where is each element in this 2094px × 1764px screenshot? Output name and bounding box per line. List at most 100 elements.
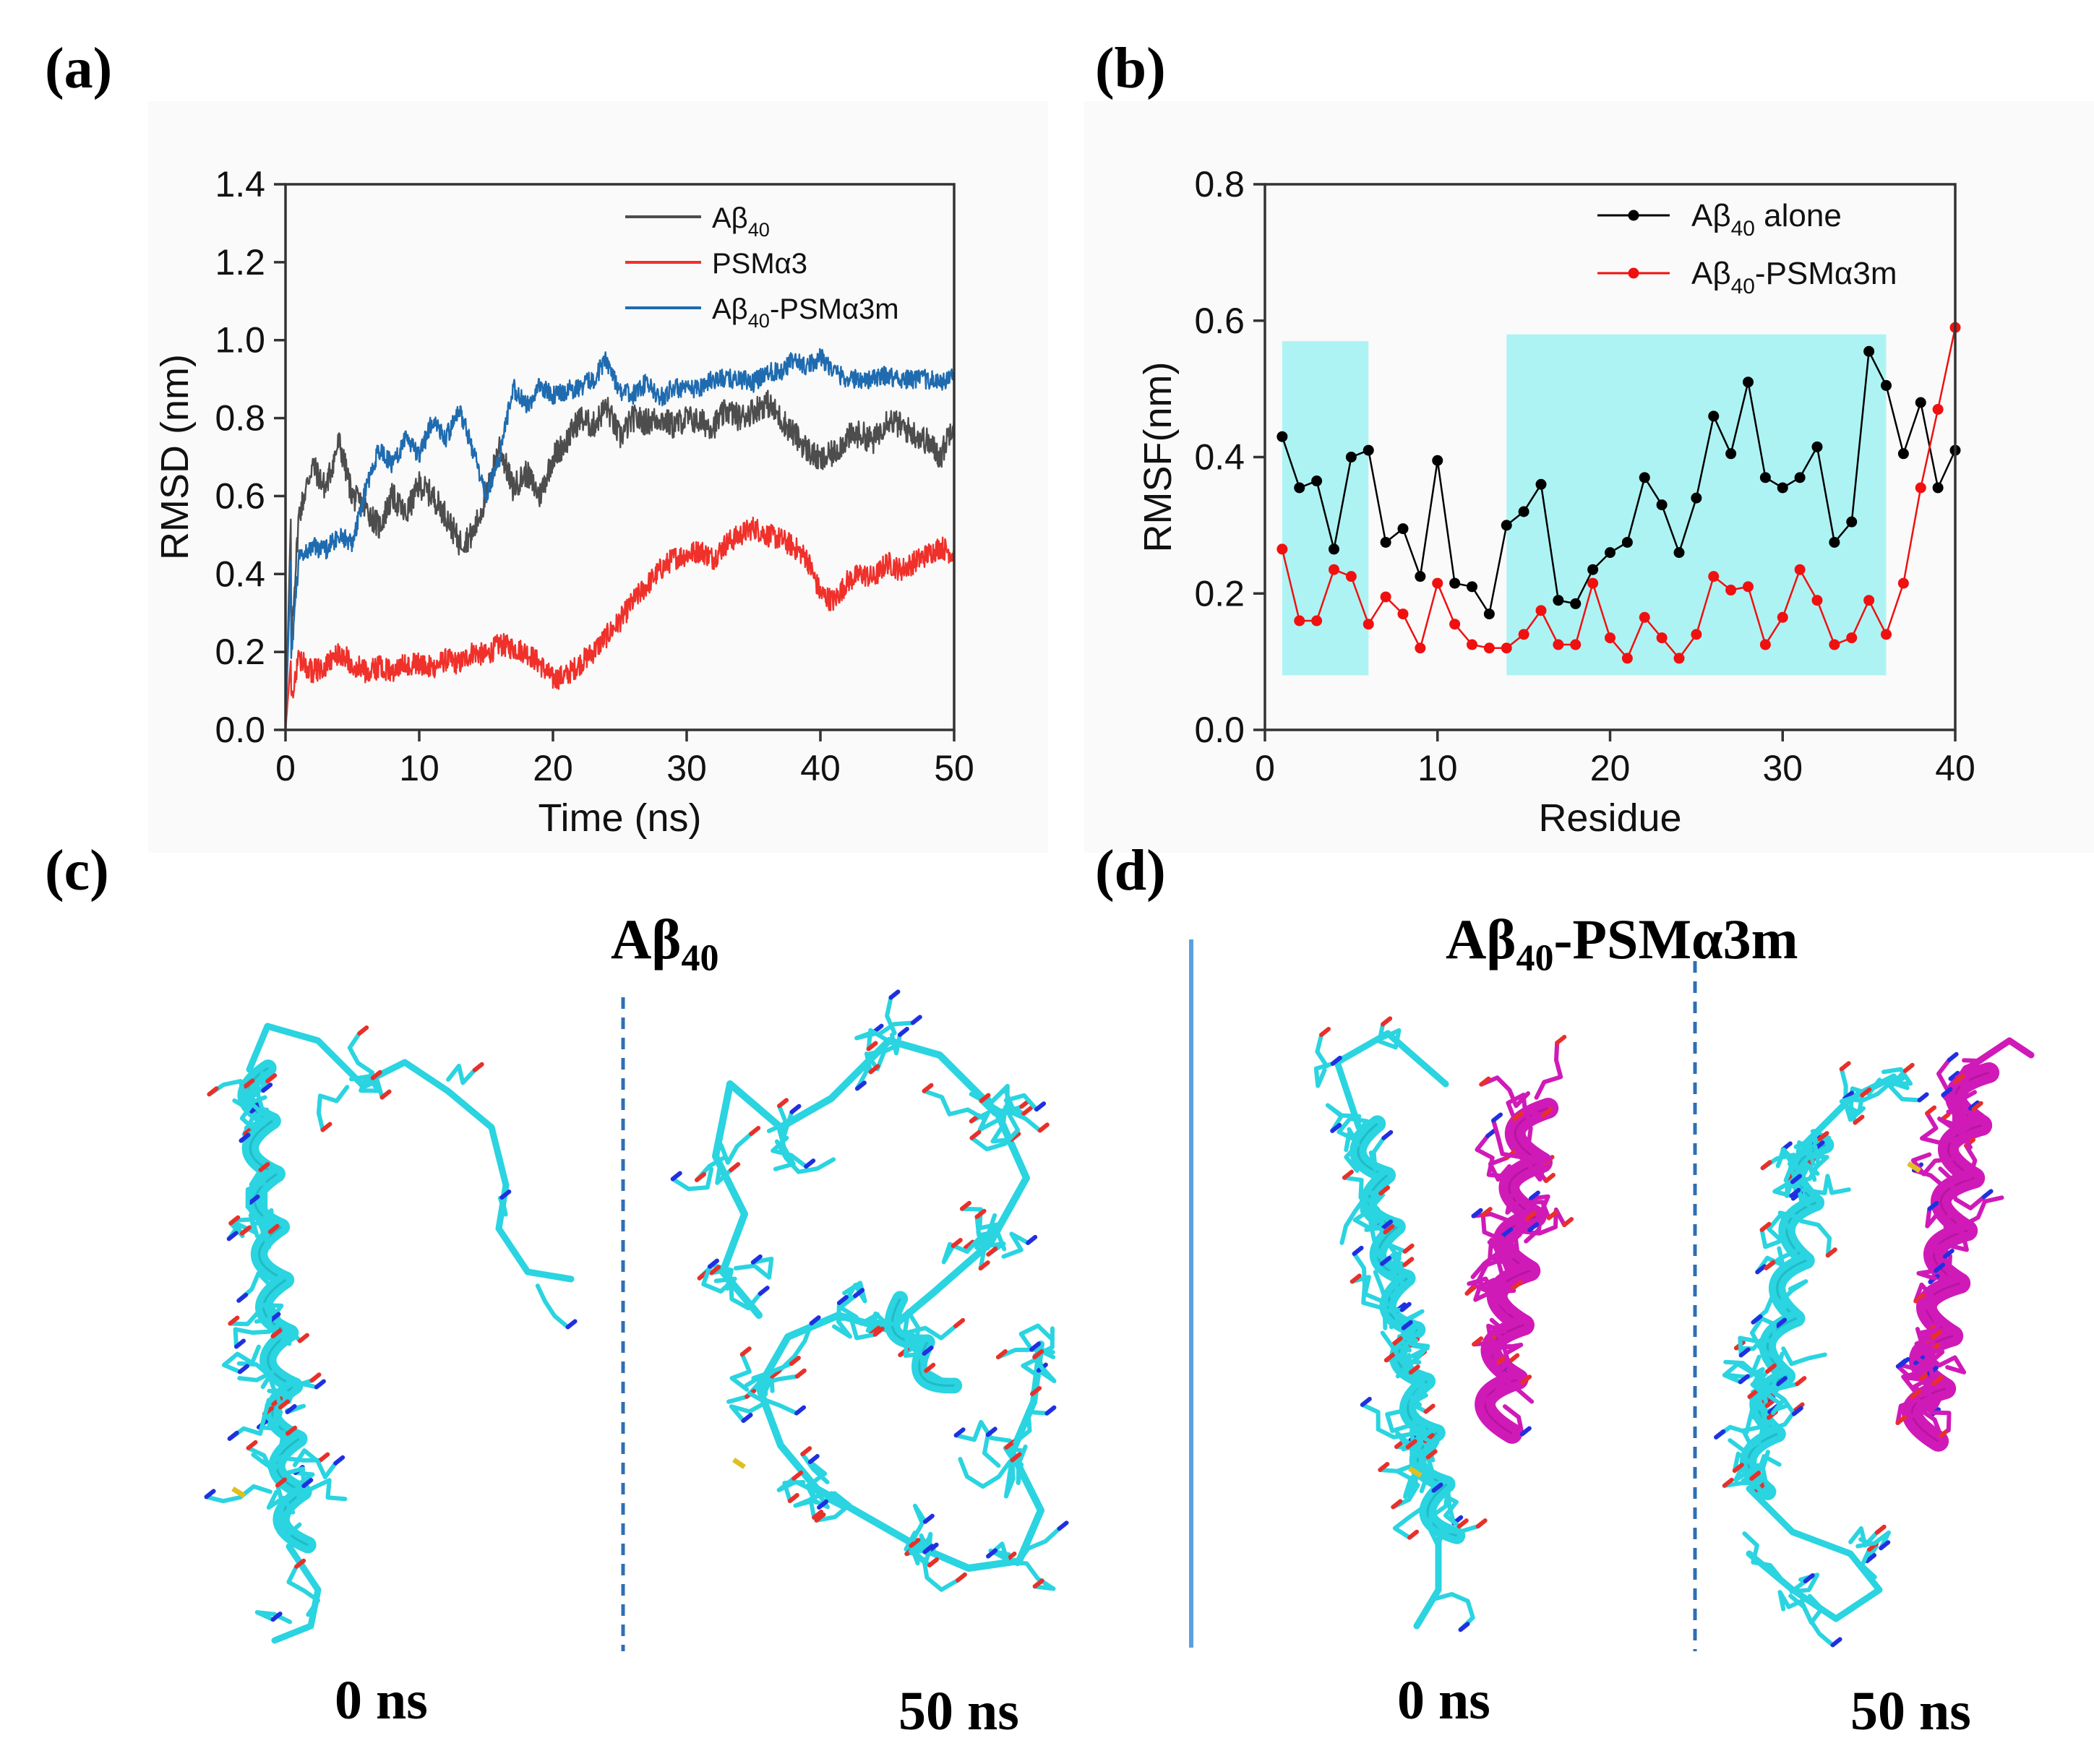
- side-chain: [296, 1478, 348, 1502]
- atom-tip: [1528, 1190, 1540, 1201]
- side-chain: [286, 1564, 320, 1617]
- side-chain: [1759, 1213, 1784, 1249]
- side-chain: [1910, 1152, 1954, 1176]
- panel-label-b: (b): [1095, 37, 1166, 100]
- atom-tip: [922, 1083, 934, 1093]
- rmsd-x-tick-label: 50: [934, 748, 974, 788]
- atom-tip: [1749, 1471, 1762, 1481]
- side-chain: [1946, 1094, 1973, 1116]
- side-chain: [236, 1361, 278, 1395]
- atom-tip: [1865, 1553, 1877, 1564]
- side-chain: [1411, 1456, 1436, 1493]
- atom-tip: [1464, 1285, 1477, 1296]
- side-chain: [245, 1181, 267, 1222]
- atom-tip: [812, 1509, 824, 1520]
- rmsf-point: [1759, 639, 1771, 650]
- atom-tip: [1456, 1518, 1469, 1529]
- side-chain: [1430, 1516, 1480, 1534]
- side-chain: [729, 1391, 768, 1423]
- atom-tip: [758, 1286, 770, 1296]
- atom-tip: [1738, 1347, 1751, 1358]
- side-chain: [1738, 1320, 1777, 1358]
- rmsf-point: [1397, 608, 1409, 620]
- side-chain: [876, 1020, 915, 1037]
- atom-tip: [1032, 1578, 1044, 1589]
- atom-tip: [1004, 1439, 1016, 1450]
- side-chain: [849, 1317, 877, 1341]
- atom-tip: [1520, 1374, 1532, 1385]
- rmsd-legend: Aβ40 PSMα3 Aβ40-PSMα3m: [625, 202, 899, 332]
- side-chain: [1498, 1235, 1520, 1259]
- side-chain: [1527, 1161, 1548, 1182]
- side-chain: [941, 1235, 982, 1265]
- panel-c-time-0: 0 ns: [335, 1670, 428, 1731]
- atom-tip: [1330, 1055, 1342, 1066]
- atom-tip: [265, 1073, 278, 1084]
- side-chain: [316, 1085, 350, 1132]
- rmsf-point: [1725, 585, 1737, 596]
- side-chain: [1339, 1195, 1381, 1245]
- atom-tip: [1722, 1477, 1734, 1488]
- side-chain: [1750, 1382, 1780, 1398]
- rmsf-point: [1863, 345, 1875, 357]
- rmsd-line-0: [284, 390, 956, 731]
- side-chain: [969, 1111, 1021, 1152]
- side-chain: [1906, 1354, 1936, 1381]
- side-chain: [1479, 1075, 1531, 1109]
- rmsf-legend: Aβ40 alone Aβ40-PSMα3m: [1597, 198, 1897, 298]
- side-chain: [279, 1325, 302, 1346]
- side-chain: [1013, 1409, 1050, 1445]
- rmsd-y-tick-label: 0.4: [215, 554, 265, 594]
- side-chain: [1391, 1480, 1420, 1510]
- atom-tip: [1480, 1207, 1493, 1218]
- atom-tip: [228, 1215, 241, 1226]
- panel-d-time-0: 0 ns: [1397, 1670, 1490, 1731]
- side-chain: [1472, 1317, 1507, 1347]
- atom-tip: [868, 1064, 880, 1075]
- atom-tip: [565, 1319, 578, 1330]
- atom-tip: [955, 1572, 967, 1583]
- atom-tip: [1475, 1518, 1488, 1529]
- atom-tip: [1527, 1222, 1540, 1233]
- rmsf-line-0: [1281, 348, 1957, 616]
- side-chain: [1377, 1022, 1402, 1050]
- atom-tip: [1910, 1389, 1922, 1400]
- side-chain: [1478, 1377, 1535, 1406]
- side-chain: [204, 1484, 273, 1504]
- atom-tip: [1342, 1169, 1354, 1180]
- side-chain: [1913, 1346, 1936, 1386]
- side-chain: [758, 1374, 799, 1387]
- atom-tip: [1931, 1329, 1943, 1340]
- atom-tip: [1501, 1227, 1514, 1238]
- atom-tip: [258, 1161, 270, 1172]
- atom-tip: [1760, 1160, 1772, 1171]
- rmsf-point: [1673, 653, 1685, 664]
- atom-tip: [1789, 1187, 1801, 1198]
- atom-tip: [237, 1364, 249, 1374]
- atom-tip: [777, 1098, 789, 1109]
- atom-tip: [1423, 1403, 1436, 1414]
- side-chain: [1003, 1445, 1026, 1466]
- side-chain: [1412, 1412, 1433, 1444]
- rmsd-y-axis-label: RMSD (nm): [153, 354, 197, 560]
- atom-tip: [1895, 1414, 1908, 1425]
- atom-tip: [333, 1455, 346, 1466]
- atom-tip: [1925, 1105, 1937, 1116]
- side-chain: [1916, 1268, 1939, 1281]
- rmsf-point: [1691, 492, 1702, 504]
- atom-tip: [1402, 1257, 1415, 1268]
- rmsf-point: [1846, 516, 1858, 528]
- atom-tip: [1032, 1348, 1044, 1359]
- side-chain: [729, 1352, 752, 1392]
- side-chain: [1939, 1075, 1961, 1128]
- atom-tip: [1381, 1130, 1394, 1140]
- rmsf-shaded-regions: [1282, 334, 1887, 676]
- side-chain: [1923, 1351, 1967, 1374]
- side-chain: [286, 1381, 319, 1399]
- rmsf-y-tick-label: 0.2: [1194, 573, 1245, 614]
- atom-tip: [1512, 1111, 1524, 1122]
- atom-tip: [234, 1338, 246, 1349]
- rmsf-point: [1656, 499, 1668, 511]
- rmsf-point: [1881, 379, 1892, 391]
